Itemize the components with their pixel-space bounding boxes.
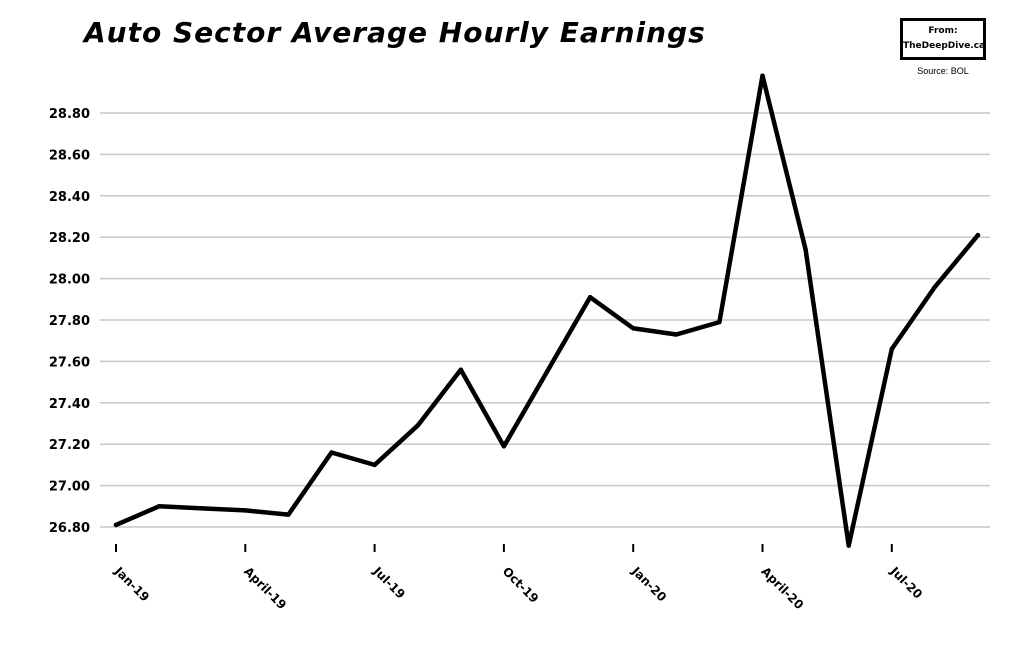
x-axis (115, 544, 893, 552)
data-point (932, 284, 938, 290)
data-point (717, 319, 722, 325)
x-tick-label: April-19 (241, 564, 289, 612)
data-point (415, 423, 420, 428)
y-tick-label: 27.00 (49, 480, 90, 495)
badge-from-label: From: (928, 26, 958, 36)
data-point (200, 506, 205, 511)
data-point (458, 367, 463, 372)
x-tick-label: Jan-20 (628, 564, 669, 605)
y-tick-label: 28.60 (49, 148, 90, 163)
x-tick-labels: Jan-19 April-19 Jul-19 Oct-19 Jan-20 April-20… (111, 564, 925, 613)
source-badge: From: TheDeepDive.ca (900, 18, 986, 60)
y-tick-label: 27.40 (49, 397, 90, 412)
y-tick-label: 28.00 (49, 273, 90, 288)
chart-title: Auto Sector Average Hourly Earnings (84, 16, 706, 49)
x-tick-label: Jul-20 (887, 564, 925, 602)
y-tick-label: 27.80 (49, 314, 90, 329)
source-note: Source: BOL (917, 66, 969, 76)
data-point (760, 73, 765, 78)
data-point (975, 232, 981, 238)
data-point (243, 508, 248, 513)
y-tick-label: 28.80 (49, 107, 90, 122)
data-point (156, 504, 162, 509)
data-point (587, 295, 593, 300)
x-tick-label: April-20 (758, 564, 806, 612)
x-tick-label: Oct-19 (500, 564, 542, 606)
gridlines (100, 112, 990, 528)
data-point (674, 332, 679, 337)
badge-site-label: TheDeepDive.ca (903, 41, 986, 51)
data-point (889, 346, 894, 352)
data-point (846, 543, 851, 548)
y-tick-label: 27.60 (49, 355, 90, 370)
data-point (803, 247, 808, 252)
series-line-group (113, 73, 981, 548)
data-point (372, 462, 377, 468)
data-point (113, 522, 119, 528)
data-point (631, 326, 636, 331)
series-line (113, 73, 981, 548)
y-tick-label: 26.80 (49, 521, 90, 536)
y-tick-label: 28.20 (49, 231, 90, 246)
data-point (544, 369, 550, 374)
data-point (329, 450, 334, 455)
y-tick-labels: 26.80 27.00 27.20 27.40 27.60 27.80 28.00 28.20… (49, 107, 90, 536)
x-tick-label: Jan-19 (111, 564, 152, 605)
data-point (286, 512, 291, 517)
y-tick-label: 28.40 (49, 190, 90, 205)
y-tick-label: 27.20 (49, 438, 90, 453)
data-point (501, 444, 507, 449)
x-tick-label: Jul-19 (370, 564, 408, 602)
